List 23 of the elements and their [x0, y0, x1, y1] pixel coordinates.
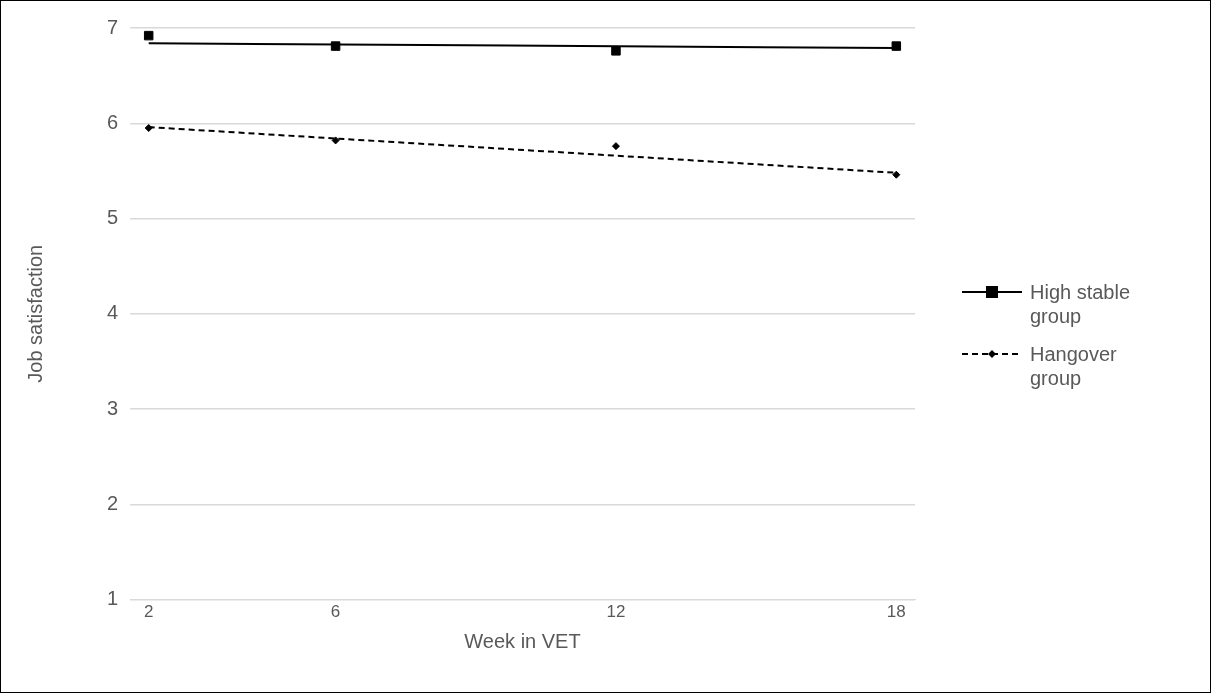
- y-tick-label: 1: [106, 587, 118, 610]
- x-tick-label: 18: [886, 602, 906, 622]
- legend-label: High stable group: [1030, 280, 1132, 328]
- point: [143, 30, 154, 41]
- y-tick-label: 6: [106, 110, 118, 133]
- point: [331, 136, 340, 145]
- x-tick-label: 2: [143, 602, 154, 622]
- y-tick-label: 4: [106, 301, 118, 324]
- y-tick-label: 2: [106, 491, 118, 514]
- y-tick-label: 3: [106, 396, 118, 419]
- y-axis-title: Job satisfaction: [23, 244, 46, 383]
- point: [891, 41, 902, 51]
- x-tick-label: 12: [606, 602, 626, 622]
- x-tick-label: 6: [330, 602, 341, 622]
- point: [892, 170, 901, 179]
- y-tick-label: 5: [106, 206, 118, 229]
- legend-label: Hangover group: [1030, 342, 1118, 390]
- x-axis-title: Week in VET: [464, 629, 581, 652]
- point: [144, 124, 153, 133]
- y-tick-label: 7: [106, 15, 118, 38]
- point: [611, 46, 621, 56]
- point: [330, 41, 341, 51]
- point: [611, 142, 620, 151]
